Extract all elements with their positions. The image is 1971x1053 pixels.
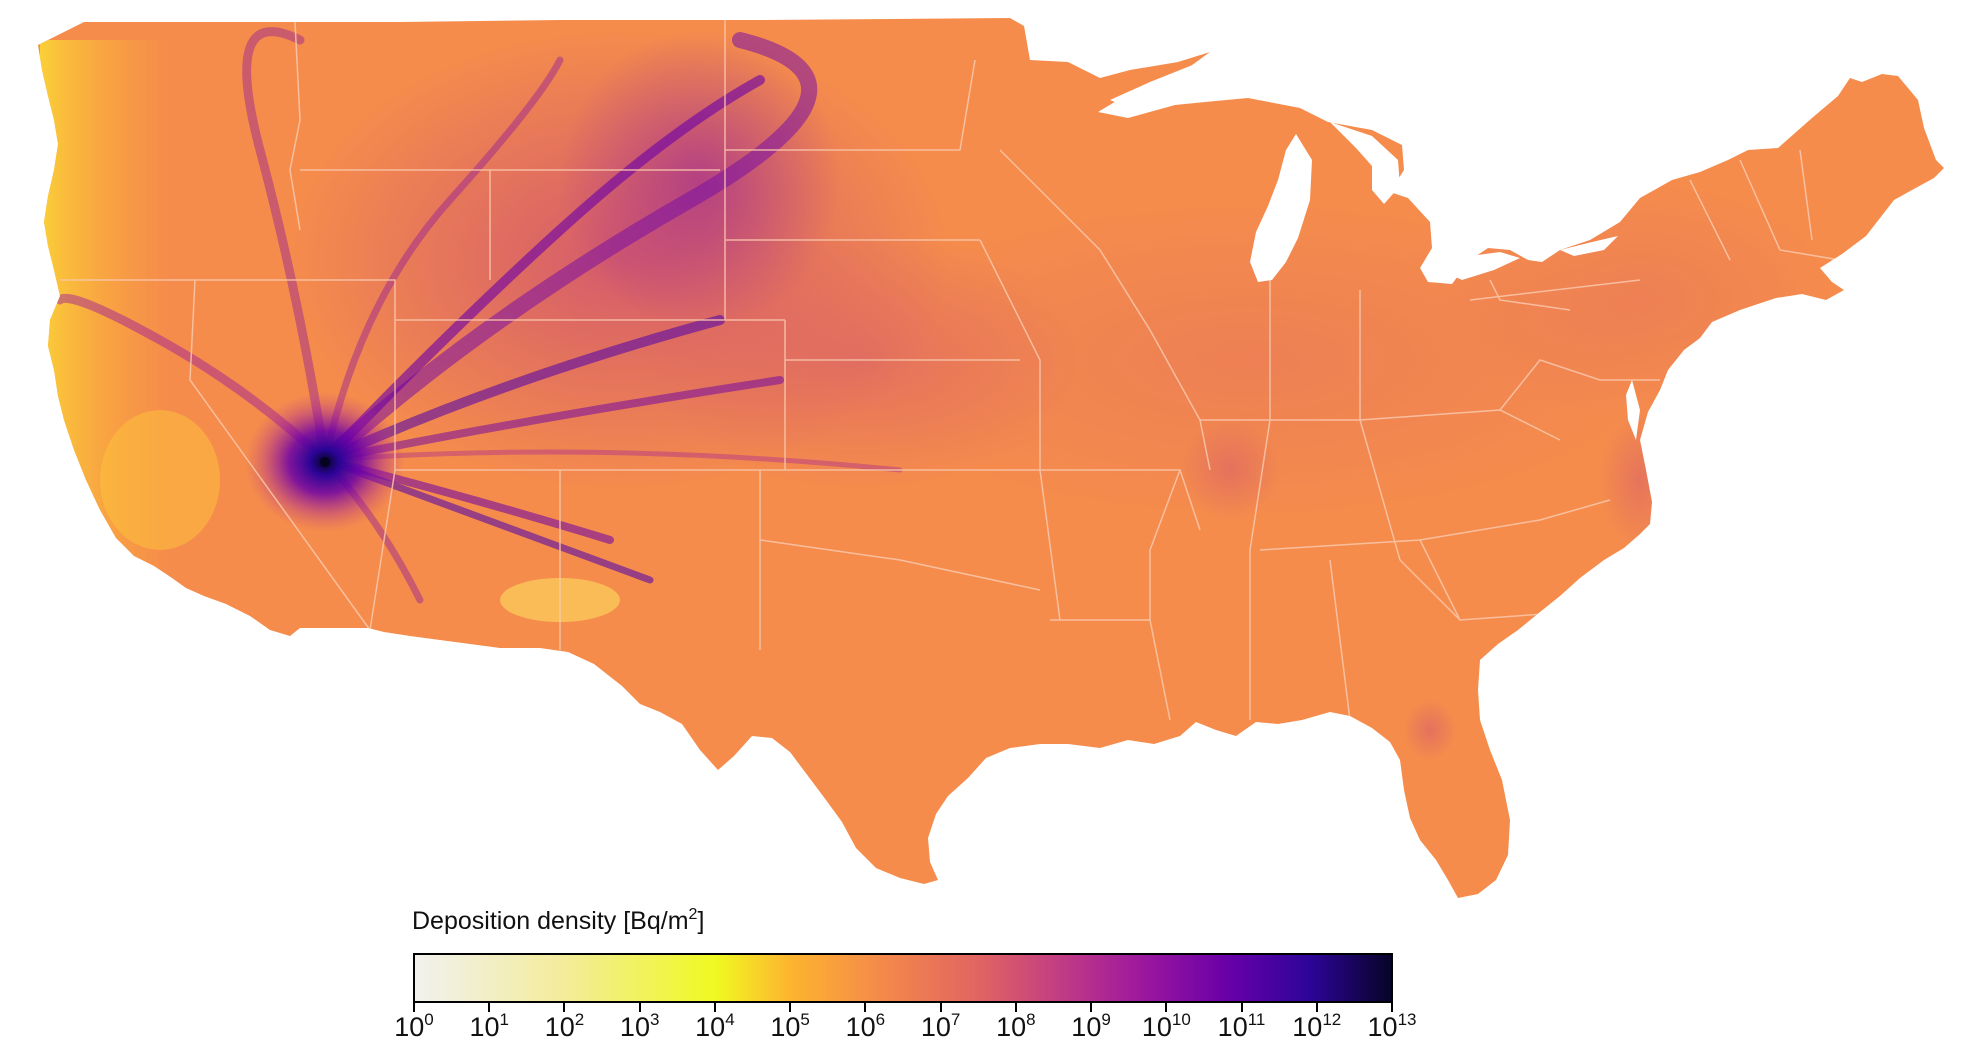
colorbar-tick-label: 102 bbox=[544, 1010, 585, 1042]
colorbar-tick-mark bbox=[1315, 1003, 1318, 1012]
colorbar-tick-mark bbox=[563, 1003, 566, 1012]
colorbar-tick-mark bbox=[1090, 1003, 1093, 1012]
chesapeake-bay bbox=[1626, 380, 1640, 440]
colorbar-tick-mark bbox=[638, 1003, 641, 1012]
colorbar-tick-label: 108 bbox=[996, 1010, 1036, 1042]
colorbar-tick-mark bbox=[789, 1003, 792, 1012]
colorbar bbox=[413, 953, 1393, 1003]
colorbar-tick-label: 109 bbox=[1071, 1010, 1111, 1042]
colorbar-tick-label: 1011 bbox=[1217, 1010, 1266, 1042]
colorbar-tick-mark bbox=[1165, 1003, 1168, 1012]
lake-huron bbox=[1330, 122, 1400, 204]
colorbar-tick-mark bbox=[939, 1003, 942, 1012]
colorbar-tick-mark bbox=[713, 1003, 716, 1012]
source-point-marker bbox=[320, 457, 330, 467]
colorbar-tick-label: 106 bbox=[845, 1010, 886, 1042]
colorbar-tick-label: 101 bbox=[469, 1010, 509, 1042]
colorbar-tick-mark bbox=[1240, 1003, 1243, 1012]
colorbar-tick-label: 1010 bbox=[1141, 1010, 1191, 1042]
colorbar-tick-label: 1012 bbox=[1292, 1010, 1342, 1042]
colorbar-tick-mark bbox=[1391, 1003, 1393, 1012]
colorbar-tick-label: 104 bbox=[695, 1010, 735, 1042]
lake-ontario bbox=[1560, 236, 1618, 256]
state-borders bbox=[60, 20, 1841, 721]
great-lakes bbox=[1110, 56, 1640, 440]
colorbar-tick-label: 100 bbox=[394, 1010, 434, 1042]
colorbar-tick-label: 107 bbox=[920, 1010, 961, 1042]
colorbar-tick-mark bbox=[488, 1003, 491, 1012]
colorbar-tick-mark bbox=[413, 1003, 415, 1012]
lake-michigan bbox=[1250, 134, 1312, 282]
colorbar-tick-label: 103 bbox=[619, 1010, 660, 1042]
colorbar-tick-mark bbox=[1014, 1003, 1017, 1012]
colorbar-tick-mark bbox=[864, 1003, 867, 1012]
lake-superior bbox=[1110, 56, 1240, 108]
lake-erie bbox=[1440, 252, 1520, 280]
colorbar-title: Deposition density [Bq/m2] bbox=[412, 906, 705, 935]
colorbar-tick-label: 105 bbox=[770, 1010, 810, 1042]
colorbar-tick-label: 1013 bbox=[1367, 1010, 1417, 1042]
